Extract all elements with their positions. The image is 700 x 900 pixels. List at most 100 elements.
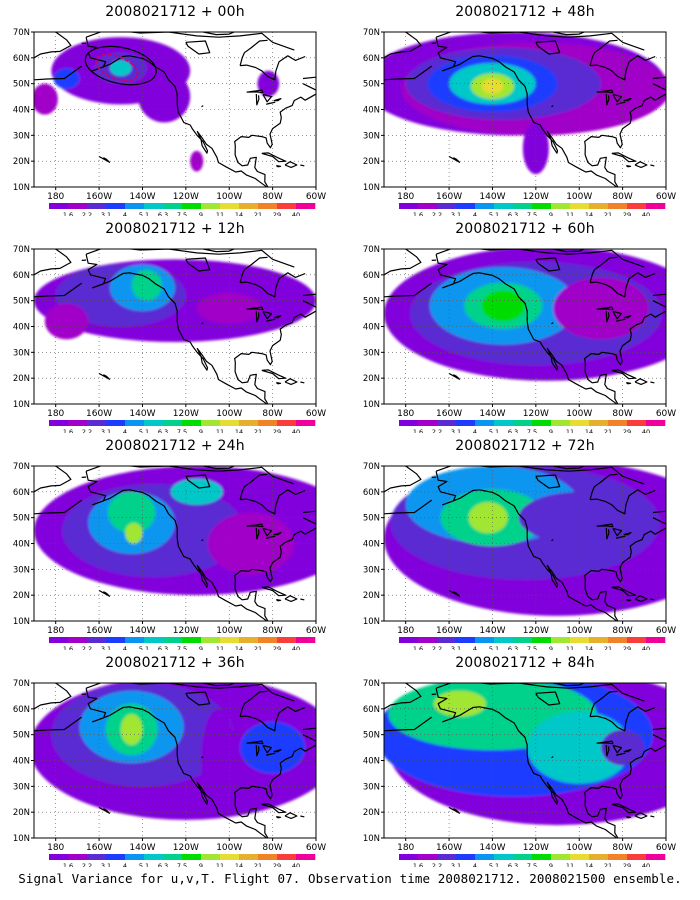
map-canvas: 10N 20N 30N 40N 50N 60N 70N 180 160W 140W 120W 100W… <box>13 28 326 216</box>
colorbar-swatch <box>494 854 514 860</box>
targeting-ellipse <box>84 45 157 86</box>
coastline <box>98 589 111 597</box>
variance-contour <box>109 60 132 76</box>
colorbar-label: 11 <box>216 862 224 867</box>
lon-label: 180 <box>397 626 414 636</box>
colorbar-swatch <box>437 854 457 860</box>
colorbar-swatch <box>201 420 221 426</box>
map-canvas: 10N 20N 30N 40N 50N 60N 70N 180 160W 140W 120W 100W… <box>13 462 326 650</box>
lon-label: 180 <box>47 192 64 202</box>
colorbar-label: 4 <box>473 862 477 867</box>
panel-title: 2008021712 + 60h <box>455 221 595 237</box>
coastline <box>239 256 268 283</box>
colorbar-swatch <box>239 854 259 860</box>
lon-label: 60W <box>656 409 676 419</box>
variance-contour <box>481 290 525 322</box>
colorbar-swatch <box>296 203 316 209</box>
colorbar-swatch <box>125 637 145 643</box>
colorbar-label: 7.5 <box>177 211 187 216</box>
colorbar-label: 40 <box>292 211 300 216</box>
coastline <box>623 315 632 319</box>
colorbar-label: 6.3 <box>158 211 168 216</box>
colorbar-swatch <box>201 854 221 860</box>
colorbar: 1.6 2.2 3.1 4 5.1 6.3 7.5 9 11 14 21 29 40 <box>49 420 316 433</box>
coastline <box>589 690 618 717</box>
colorbar-label: 29 <box>623 211 631 216</box>
colorbar-swatch <box>277 854 297 860</box>
colorbar-label: 6.3 <box>508 428 518 433</box>
colorbar-label: 7.5 <box>527 645 537 650</box>
lat-label: 60N <box>13 488 30 498</box>
colorbar-label: 7.5 <box>177 645 187 650</box>
coastline <box>435 466 645 485</box>
colorbar-swatch <box>125 420 145 426</box>
coastline <box>625 816 632 819</box>
lat-label: 60N <box>363 271 380 281</box>
lat-label: 50N <box>363 297 380 307</box>
coastline <box>650 598 655 601</box>
coastline <box>611 586 637 597</box>
lat-label: 70N <box>363 28 380 38</box>
lat-label: 50N <box>363 80 380 90</box>
colorbar-label: 40 <box>642 211 650 216</box>
lat-label: 50N <box>363 514 380 524</box>
colorbar-label: 9 <box>549 862 553 867</box>
colorbar-swatch <box>163 203 183 209</box>
coastline <box>262 93 273 103</box>
lat-label: 10N <box>13 400 30 410</box>
lon-label: 100W <box>216 843 242 853</box>
colorbar-label: 11 <box>566 211 574 216</box>
coastline <box>435 249 645 268</box>
colorbar-swatch <box>163 854 183 860</box>
colorbar: 1.6 2.2 3.1 4 5.1 6.3 7.5 9 11 14 21 29 40 <box>399 637 666 650</box>
colorbar-swatch <box>513 637 533 643</box>
map-canvas: 10N 20N 30N 40N 50N 60N 70N 180 160W 140W 120W 100W… <box>363 462 676 650</box>
coastline <box>551 105 554 108</box>
colorbar-label: 6.3 <box>508 862 518 867</box>
coastline <box>448 155 461 163</box>
colorbar-label: 5.1 <box>139 645 149 650</box>
colorbar-label: 40 <box>642 645 650 650</box>
colorbar-label: 14 <box>235 428 243 433</box>
lon-label: 120W <box>173 409 199 419</box>
colorbar-label: 11 <box>216 428 224 433</box>
lon-label: 80W <box>612 843 632 853</box>
lat-label: 20N <box>13 591 30 601</box>
colorbar-swatch <box>513 854 533 860</box>
lon-label: 60W <box>656 843 676 853</box>
colorbar-label: 14 <box>235 862 243 867</box>
coastline <box>300 598 305 601</box>
lat-label: 70N <box>13 28 30 38</box>
colorbar-swatch <box>646 420 666 426</box>
map-panel-00h: 2008021712 + 00h 10N 20N 30N 40N 50N 60N 70N 180… <box>0 0 350 216</box>
colorbar-label: 1.6 <box>63 211 73 216</box>
colorbar-swatch <box>182 420 202 426</box>
coastline <box>435 32 645 51</box>
colorbar-swatch <box>456 637 476 643</box>
coastline <box>590 706 656 732</box>
coastline <box>262 744 273 754</box>
colorbar-swatch <box>68 420 88 426</box>
variance-contour <box>44 303 89 340</box>
lon-label: 180 <box>47 626 64 636</box>
coastline <box>650 164 655 167</box>
coastline <box>34 499 83 515</box>
colorbar-swatch <box>106 420 126 426</box>
colorbar-swatch <box>87 203 107 209</box>
map-panel-84h: 2008021712 + 84h 10N 20N 30N 40N 50N 60N 70N 180… <box>350 651 700 867</box>
colorbar-label: 5.1 <box>489 862 499 867</box>
colorbar-swatch <box>646 203 666 209</box>
coastlines <box>384 466 666 621</box>
coastline <box>262 527 273 537</box>
colorbar-swatch <box>570 854 590 860</box>
colorbar-swatch <box>494 420 514 426</box>
colorbar-swatch <box>296 854 316 860</box>
panel-title: 2008021712 + 84h <box>455 655 595 671</box>
coastline <box>85 466 295 485</box>
coastline <box>255 744 260 757</box>
colorbar-label: 3.1 <box>451 645 461 650</box>
coastline <box>261 803 287 814</box>
lat-label: 70N <box>363 245 380 255</box>
colorbar-label: 40 <box>642 862 650 867</box>
map-panel-36h: 2008021712 + 36h 10N 20N 30N 40N 50N 60N 70N 180… <box>0 651 350 867</box>
